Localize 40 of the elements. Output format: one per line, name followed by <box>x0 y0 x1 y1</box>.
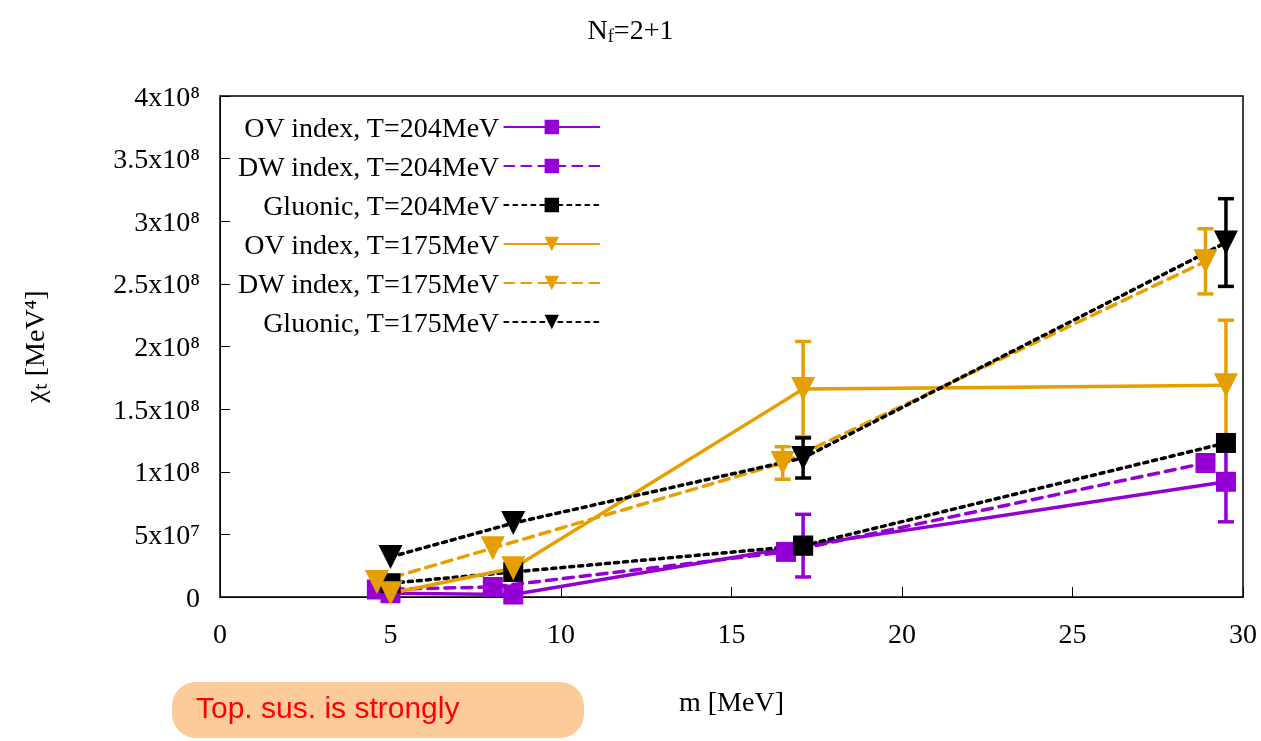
point <box>1213 373 1238 398</box>
x-tick-label: 20 <box>888 617 916 649</box>
y-axis-title: χₜ [MeV⁴] <box>18 290 50 404</box>
legend-label: OV index, T=204MeV <box>244 111 500 143</box>
point <box>1215 432 1236 453</box>
point <box>480 536 505 561</box>
point <box>503 584 524 605</box>
y-tick-label: 3x10⁸ <box>134 205 200 237</box>
y-tick-label: 3.5x10⁸ <box>113 143 200 175</box>
point <box>1195 452 1216 473</box>
point <box>364 569 389 594</box>
x-tick-label: 25 <box>1058 617 1087 649</box>
y-tick-label: 2x10⁸ <box>134 331 200 362</box>
y-tick-label: 0 <box>186 581 200 613</box>
point <box>770 450 795 475</box>
x-tick-label: 30 <box>1229 617 1257 649</box>
legend-label: OV index, T=175MeV <box>244 228 500 260</box>
y-tick-label: 2.5x10⁸ <box>113 268 200 300</box>
point <box>482 576 503 597</box>
x-tick-label: 10 <box>547 617 575 649</box>
legend-label: Gluonic, T=175MeV <box>263 306 500 338</box>
point <box>378 544 403 569</box>
legend-label: DW index, T=175MeV <box>238 267 500 299</box>
x-tick-label: 15 <box>717 617 746 649</box>
y-tick-label: 4x10⁸ <box>134 80 200 112</box>
point <box>1213 230 1238 255</box>
callout-bubble: Top. sus. is strongly <box>172 682 584 738</box>
legend-label: DW index, T=204MeV <box>238 150 500 182</box>
y-tick-label: 1.5x10⁸ <box>113 393 200 425</box>
x-tick-label: 0 <box>213 617 227 649</box>
point <box>791 377 816 402</box>
x-tick-label: 5 <box>383 617 398 649</box>
point <box>1215 471 1236 492</box>
legend-label: Gluonic, T=204MeV <box>263 189 500 221</box>
y-tick-label: 5x10⁷ <box>134 518 200 550</box>
point <box>501 556 526 581</box>
y-tick-label: 1x10⁸ <box>134 456 200 488</box>
point <box>791 445 816 470</box>
point <box>501 511 526 536</box>
x-axis-title: m [MeV] <box>679 685 784 717</box>
